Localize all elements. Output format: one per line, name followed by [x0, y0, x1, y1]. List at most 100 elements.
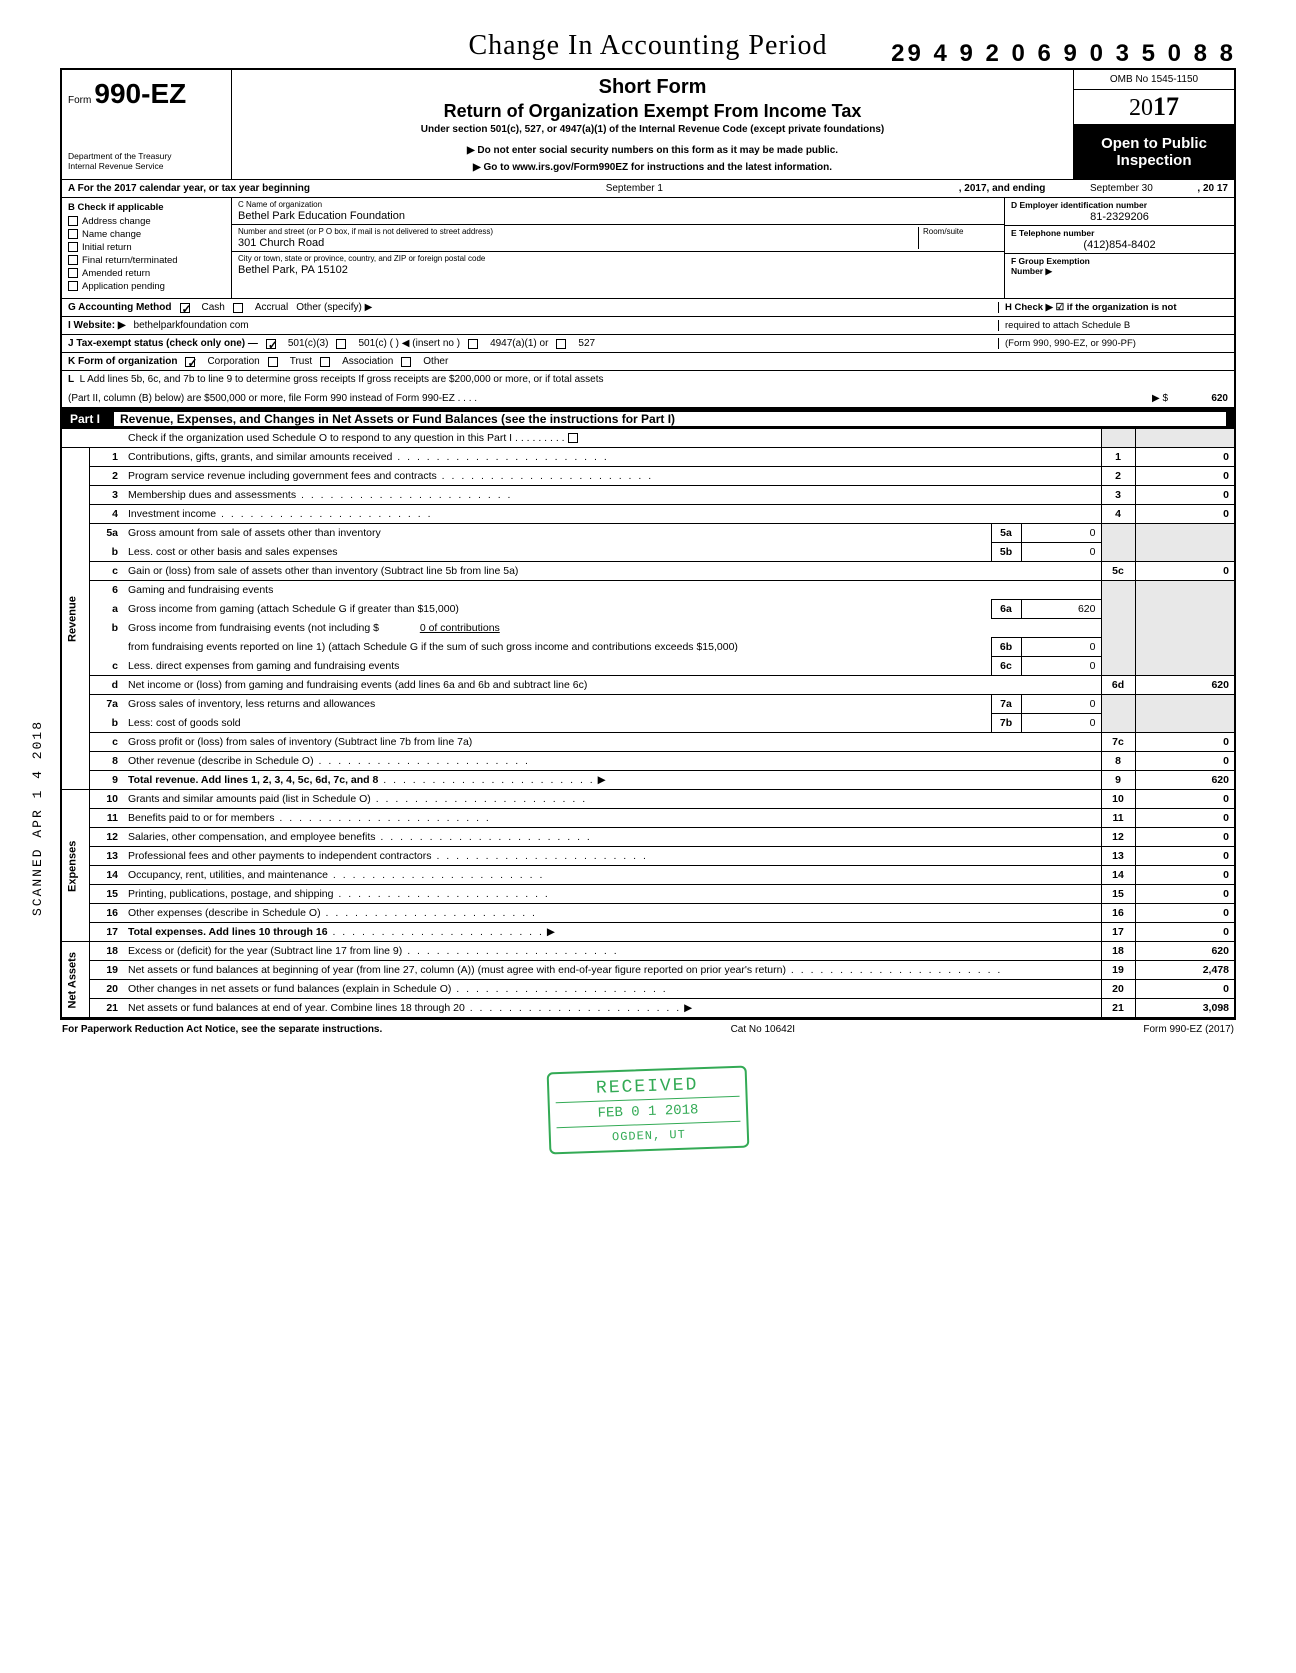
part-i-bar: Part I Revenue, Expenses, and Changes in…	[60, 407, 1236, 429]
line-6a-desc: Gross income from gaming (attach Schedul…	[128, 603, 459, 615]
i-label: I Website: ▶	[68, 320, 126, 331]
line-6b-mid: 0 of contributions	[420, 622, 500, 634]
line-19-val: 2,478	[1135, 961, 1235, 980]
side-expenses: Expenses	[61, 790, 89, 942]
line-6b-val: 0	[1021, 638, 1101, 657]
check-name-change[interactable]: Name change	[68, 229, 225, 240]
check-amended-return[interactable]: Amended return	[68, 268, 225, 279]
footer-right: Form 990-EZ (2017)	[1143, 1024, 1234, 1035]
side-revenue: Revenue	[61, 448, 89, 790]
line-5a-val: 0	[1021, 524, 1101, 543]
stamp-received: RECEIVED	[555, 1074, 740, 1103]
check-501c[interactable]	[336, 339, 346, 349]
line-5b-desc: Less. cost or other basis and sales expe…	[128, 546, 338, 558]
addr-label: Number and street (or P O box, if mail i…	[238, 227, 918, 236]
line-a-end: September 30	[1051, 183, 1191, 194]
addr-value: 301 Church Road	[238, 236, 918, 249]
check-501c3[interactable]	[266, 339, 276, 349]
org-name: Bethel Park Education Foundation	[238, 209, 998, 222]
checks-b-header: B Check if applicable	[68, 202, 225, 213]
line-6-desc: Gaming and fundraising events	[128, 584, 273, 596]
line-5b-val: 0	[1021, 543, 1101, 562]
website-value: bethelparkfoundation com	[134, 320, 249, 331]
line-7c-desc: Gross profit or (loss) from sales of inv…	[128, 736, 472, 748]
check-trust[interactable]	[268, 357, 278, 367]
l-value: 620	[1168, 393, 1228, 404]
line-8-desc: Other revenue (describe in Schedule O)	[128, 755, 314, 767]
row-i: I Website: ▶ bethelparkfoundation com re…	[62, 317, 1234, 335]
stamp-date: FEB 0 1 2018	[556, 1101, 741, 1128]
line-21-val: 3,098	[1135, 999, 1235, 1019]
line-20-desc: Other changes in net assets or fund bala…	[128, 983, 451, 995]
line-6c-desc: Less. direct expenses from gaming and fu…	[128, 660, 399, 672]
h3-text: (Form 990, 990-EZ, or 990-PF)	[998, 338, 1228, 349]
check-final-return[interactable]: Final return/terminated	[68, 255, 225, 266]
entity-mid: C Name of organization Bethel Park Educa…	[232, 198, 1004, 298]
line-5a-desc: Gross amount from sale of assets other t…	[128, 527, 381, 539]
line-6c-val: 0	[1021, 657, 1101, 676]
top-scan-number: 29 4 9 2 0 6 9 0 3 5 0 8 8	[891, 40, 1236, 68]
tax-year: 2017	[1074, 90, 1234, 125]
form-label: Form	[68, 95, 91, 106]
line-6d-val: 620	[1135, 676, 1235, 695]
line-14-desc: Occupancy, rent, utilities, and maintena…	[128, 869, 328, 881]
check-schedule-o: Check if the organization used Schedule …	[123, 429, 1101, 448]
check-4947[interactable]	[468, 339, 478, 349]
line-7a-desc: Gross sales of inventory, less returns a…	[128, 698, 375, 710]
line-10-val: 0	[1135, 790, 1235, 809]
line-12-val: 0	[1135, 828, 1235, 847]
line-7b-val: 0	[1021, 714, 1101, 733]
line-10-desc: Grants and similar amounts paid (list in…	[128, 793, 371, 805]
check-address-change[interactable]: Address change	[68, 216, 225, 227]
line-3-desc: Membership dues and assessments	[128, 489, 296, 501]
line-14-val: 0	[1135, 866, 1235, 885]
right-header: OMB No 1545-1150 2017 Open to Public Ins…	[1074, 70, 1234, 179]
line-a-begin: September 1	[316, 183, 953, 194]
footer-mid: Cat No 10642I	[731, 1024, 796, 1035]
line-5c-val: 0	[1135, 562, 1235, 581]
line-8-val: 0	[1135, 752, 1235, 771]
line-a-year: , 20 17	[1197, 183, 1228, 194]
phone-value: (412)854-8402	[1011, 238, 1228, 251]
line-1-desc: Contributions, gifts, grants, and simila…	[128, 451, 392, 463]
check-other-org[interactable]	[401, 357, 411, 367]
check-527[interactable]	[556, 339, 566, 349]
line-2-val: 0	[1135, 467, 1235, 486]
line-a-label: A For the 2017 calendar year, or tax yea…	[68, 183, 310, 194]
row-g-h: G Accounting Method Cash Accrual Other (…	[62, 299, 1234, 317]
under-section: Under section 501(c), 527, or 4947(a)(1)…	[242, 124, 1063, 135]
k-label: K Form of organization	[68, 356, 177, 367]
line-2-desc: Program service revenue including govern…	[128, 470, 437, 482]
check-initial-return[interactable]: Initial return	[68, 242, 225, 253]
footer-row: For Paperwork Reduction Act Notice, see …	[60, 1019, 1236, 1039]
check-cash[interactable]	[180, 303, 190, 313]
part-title: Revenue, Expenses, and Changes in Net As…	[114, 412, 1226, 426]
line-7c-val: 0	[1135, 733, 1235, 752]
check-accrual[interactable]	[233, 303, 243, 313]
check-corporation[interactable]	[185, 357, 195, 367]
f-label: F Group Exemption Number ▶	[1011, 256, 1228, 277]
line-11-desc: Benefits paid to or for members	[128, 812, 274, 824]
room-label: Room/suite	[923, 227, 998, 236]
row-k: K Form of organization Corporation Trust…	[62, 353, 1234, 371]
line-11-val: 0	[1135, 809, 1235, 828]
line-13-desc: Professional fees and other payments to …	[128, 850, 432, 862]
line-15-val: 0	[1135, 885, 1235, 904]
line-12-desc: Salaries, other compensation, and employ…	[128, 831, 375, 843]
open-line2: Inspection	[1076, 152, 1232, 169]
dept-treasury: Department of the Treasury Internal Reve…	[68, 152, 225, 171]
city-label: City or town, state or province, country…	[238, 254, 998, 263]
check-part-i-schedo[interactable]	[568, 433, 578, 443]
stamp-ogden: OGDEN, UT	[557, 1126, 741, 1146]
e-label: E Telephone number	[1011, 228, 1228, 238]
line-15-desc: Printing, publications, postage, and shi…	[128, 888, 333, 900]
line-6b-pre: Gross income from fundraising events (no…	[128, 622, 379, 634]
check-application-pending[interactable]: Application pending	[68, 281, 225, 292]
line-7b-desc: Less: cost of goods sold	[128, 717, 241, 729]
line-16-val: 0	[1135, 904, 1235, 923]
lines-table: Check if the organization used Schedule …	[60, 429, 1236, 1019]
side-netassets: Net Assets	[61, 942, 89, 1019]
check-association[interactable]	[320, 357, 330, 367]
line-18-desc: Excess or (deficit) for the year (Subtra…	[128, 945, 402, 957]
line-4-val: 0	[1135, 505, 1235, 524]
